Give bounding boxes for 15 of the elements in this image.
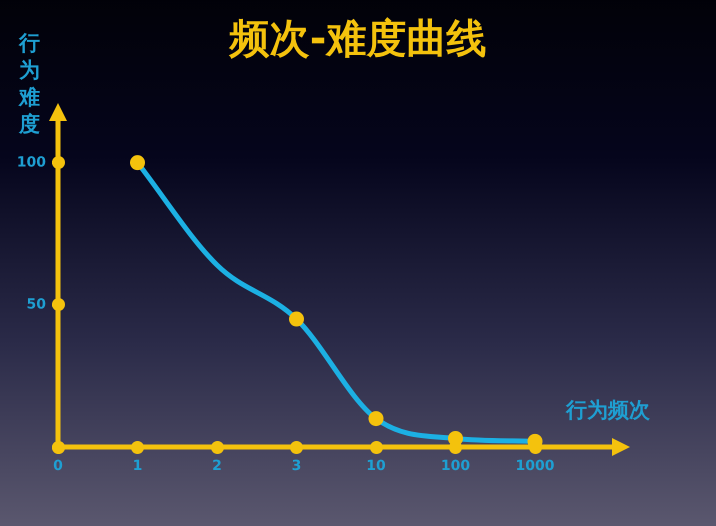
point bbox=[448, 430, 463, 446]
x-tick-label: 1000 bbox=[516, 458, 555, 474]
x-tick-label: 2 bbox=[212, 458, 222, 474]
point bbox=[130, 155, 145, 170]
x-tick-label: 10 bbox=[366, 458, 386, 474]
x-tick-label: 0 bbox=[53, 458, 64, 474]
x-tick-label: 100 bbox=[440, 458, 470, 474]
point bbox=[368, 411, 384, 426]
chart-title: 频次-难度曲线 bbox=[230, 16, 486, 62]
y-tick-label: 50 bbox=[26, 296, 46, 312]
y-axis-title: 行为难度 bbox=[19, 30, 41, 138]
x-tick-label: 1 bbox=[132, 458, 142, 474]
x-tick-label: 3 bbox=[292, 458, 302, 474]
x-axis-title: 行为频次 bbox=[566, 397, 650, 424]
point bbox=[289, 312, 304, 327]
